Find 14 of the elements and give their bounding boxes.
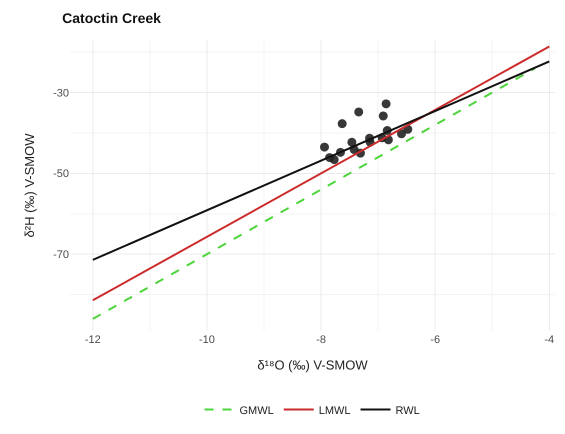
x-tick-label: -10 [198, 334, 215, 346]
y-tick-label: -30 [53, 87, 69, 100]
x-tick-label: -4 [544, 334, 554, 346]
x-tick-label: -6 [430, 334, 440, 346]
x-axis-title: δ¹⁸O (‰) V-SMOW [257, 358, 368, 373]
y-tick-label: -50 [53, 168, 69, 180]
legend-label: LMWL [318, 404, 351, 417]
y-tick-label: -70 [53, 249, 69, 262]
chart-title: Catoctin Creek [62, 10, 162, 26]
legend-label: GMWL [240, 404, 274, 417]
x-tick-label: -8 [316, 334, 326, 346]
x-tick-label: -12 [84, 334, 101, 346]
y-axis-title: δ²H (‰) V-SMOW [22, 132, 38, 238]
legend-label: RWL [396, 404, 420, 417]
